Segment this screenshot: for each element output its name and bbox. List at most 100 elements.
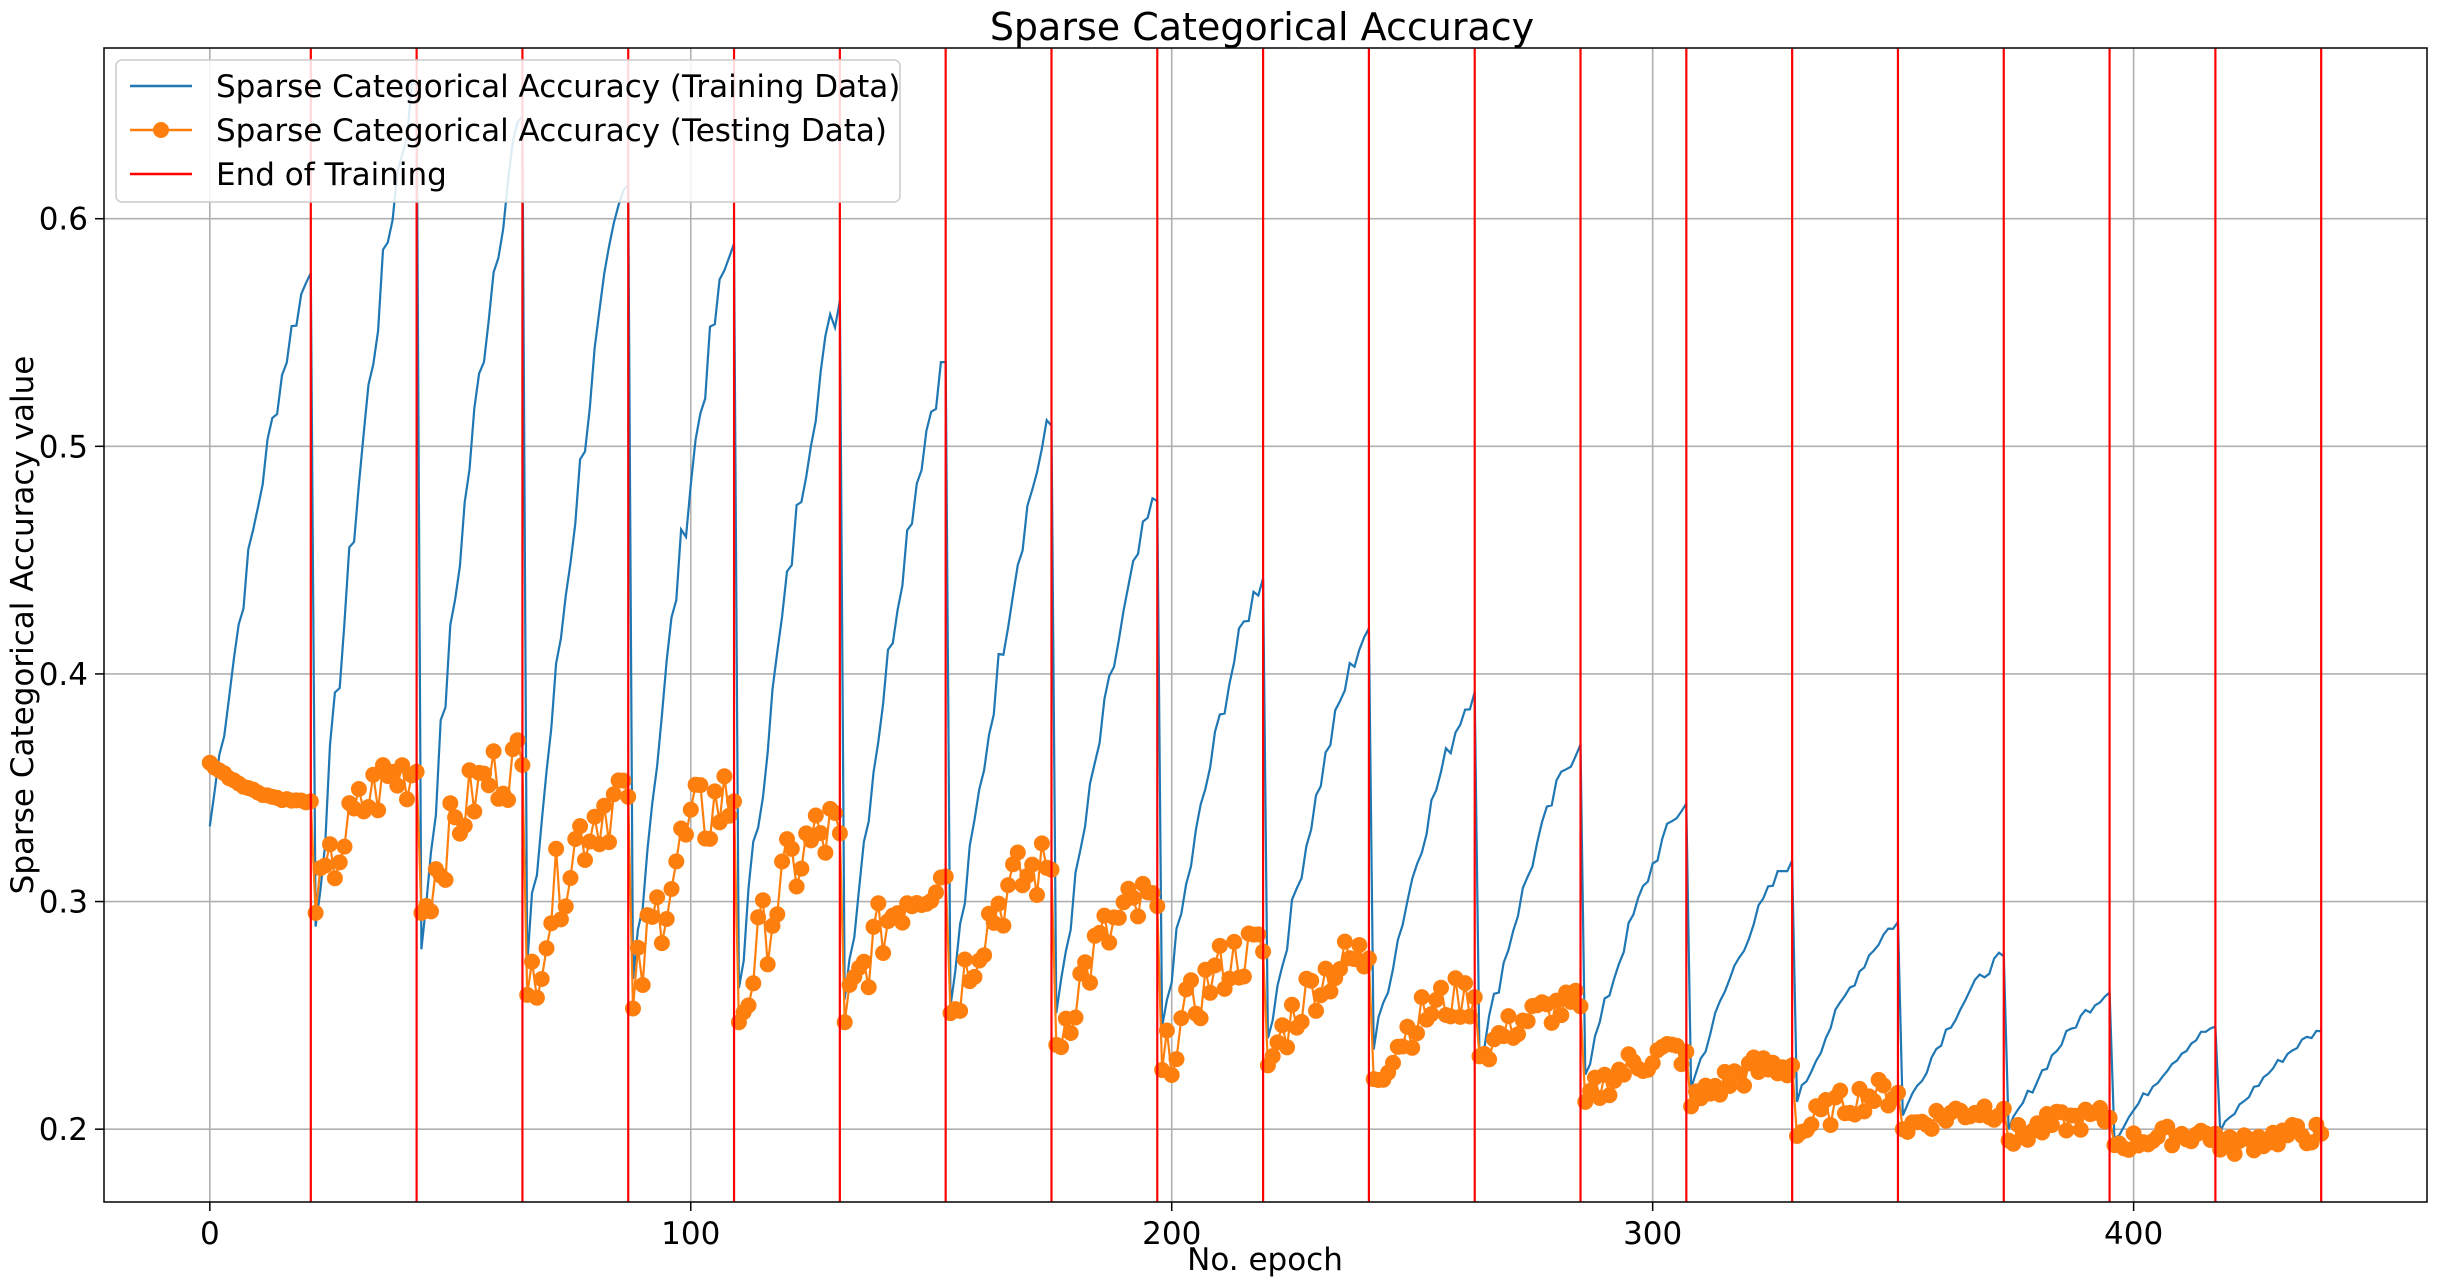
- testing-point: [1736, 1077, 1752, 1094]
- testing-point: [1110, 909, 1127, 926]
- testing-point: [596, 797, 613, 814]
- testing-point: [437, 871, 454, 888]
- testing-point: [322, 836, 338, 853]
- testing-point: [692, 777, 709, 794]
- x-tick-label: 0: [200, 1216, 220, 1252]
- testing-point: [668, 853, 685, 870]
- testing-point: [1332, 961, 1348, 977]
- testing-point: [1303, 972, 1320, 989]
- testing-point: [456, 817, 473, 834]
- testing-point: [399, 791, 415, 808]
- testing-point: [1202, 984, 1219, 1001]
- testing-point: [1322, 983, 1339, 1000]
- testing-point: [524, 953, 540, 970]
- testing-point: [533, 971, 550, 987]
- y-tick-label: 0.3: [39, 885, 88, 921]
- testing-point: [538, 940, 555, 957]
- testing-point: [1875, 1077, 1892, 1094]
- testing-point: [1173, 1010, 1190, 1027]
- testing-point: [788, 878, 805, 895]
- testing-point: [1601, 1087, 1618, 1104]
- testing-point: [1336, 933, 1353, 950]
- testing-point: [1284, 996, 1300, 1013]
- testing-point: [745, 975, 762, 992]
- testing-point: [966, 968, 983, 985]
- testing-point: [605, 786, 622, 803]
- testing-point: [1409, 1025, 1425, 1042]
- testing-point: [759, 956, 776, 973]
- x-axis: 0 100 200 300 400: [200, 1202, 2163, 1252]
- testing-point: [663, 881, 680, 897]
- testing-point: [548, 840, 565, 857]
- testing-point: [1481, 1051, 1498, 1068]
- testing-point: [1308, 1002, 1324, 1019]
- testing-point: [1644, 1055, 1661, 1071]
- testing-point: [370, 802, 387, 819]
- testing-point: [2226, 1145, 2243, 1162]
- y-tick-label: 0.6: [39, 202, 88, 238]
- testing-point: [1158, 1022, 1175, 1039]
- testing-point: [480, 777, 497, 794]
- y-tick-label: 0.5: [39, 429, 88, 465]
- testing-point: [1553, 1007, 1570, 1024]
- testing-point: [807, 807, 824, 824]
- testing-point: [1423, 1006, 1440, 1023]
- testing-point: [1856, 1103, 1873, 1120]
- testing-point: [860, 979, 877, 996]
- testing-point: [1183, 972, 1199, 989]
- testing-point: [500, 792, 516, 808]
- testing-point: [1207, 957, 1223, 974]
- testing-point: [1033, 835, 1050, 852]
- testing-point: [894, 914, 911, 931]
- testing-point: [1192, 1010, 1209, 1027]
- testing-point: [865, 918, 882, 935]
- y-axis: 0.2 0.3 0.4 0.5 0.6: [39, 202, 104, 1148]
- testing-point: [658, 911, 675, 927]
- testing-point: [2043, 1117, 2060, 1133]
- testing-point: [952, 1002, 969, 1019]
- testing-point: [423, 903, 439, 920]
- testing-point: [1163, 1067, 1180, 1083]
- testing-point: [1024, 856, 1041, 873]
- testing-point: [552, 911, 569, 928]
- x-axis-label: No. epoch: [1187, 1242, 1343, 1278]
- testing-point: [1293, 1013, 1310, 1030]
- testing-point: [389, 777, 406, 794]
- testing-point: [2072, 1121, 2089, 1138]
- testing-point: [774, 853, 791, 870]
- testing-point: [875, 945, 892, 961]
- testing-point: [928, 884, 944, 901]
- testing-point: [1029, 887, 1045, 903]
- testing-point: [990, 895, 1007, 912]
- legend-label-testing: Sparse Categorical Accuracy (Testing Dat…: [216, 113, 887, 149]
- testing-point: [678, 826, 694, 843]
- testing-point: [812, 825, 829, 842]
- x-tick-label: 100: [661, 1216, 720, 1252]
- testing-point: [702, 830, 718, 847]
- testing-point: [1130, 908, 1146, 925]
- testing-point: [317, 857, 334, 874]
- testing-point: [1077, 954, 1094, 971]
- testing-point: [1923, 1120, 1940, 1137]
- legend-box: [115, 59, 901, 203]
- testing-point: [870, 895, 887, 912]
- y-tick-label: 0.2: [39, 1112, 88, 1148]
- testing-point: [1404, 1039, 1421, 1056]
- testing-point: [557, 898, 574, 915]
- testing-point: [740, 997, 757, 1014]
- testing-point: [1082, 974, 1098, 991]
- testing-point: [793, 860, 810, 877]
- testing-point: [1274, 1017, 1291, 1034]
- testing-point: [754, 892, 771, 909]
- testing-point: [1009, 844, 1026, 861]
- testing-point: [1457, 975, 1474, 992]
- testing-point: [562, 870, 579, 886]
- legend-label-end-of-training: End of Training: [216, 157, 447, 193]
- plot-frame: [103, 47, 2428, 1203]
- testing-point: [577, 852, 593, 868]
- series-layer: [201, 82, 2330, 1162]
- testing-point: [1822, 1117, 1839, 1133]
- legend-marker-testing: [153, 122, 169, 138]
- testing-point: [1803, 1116, 1820, 1133]
